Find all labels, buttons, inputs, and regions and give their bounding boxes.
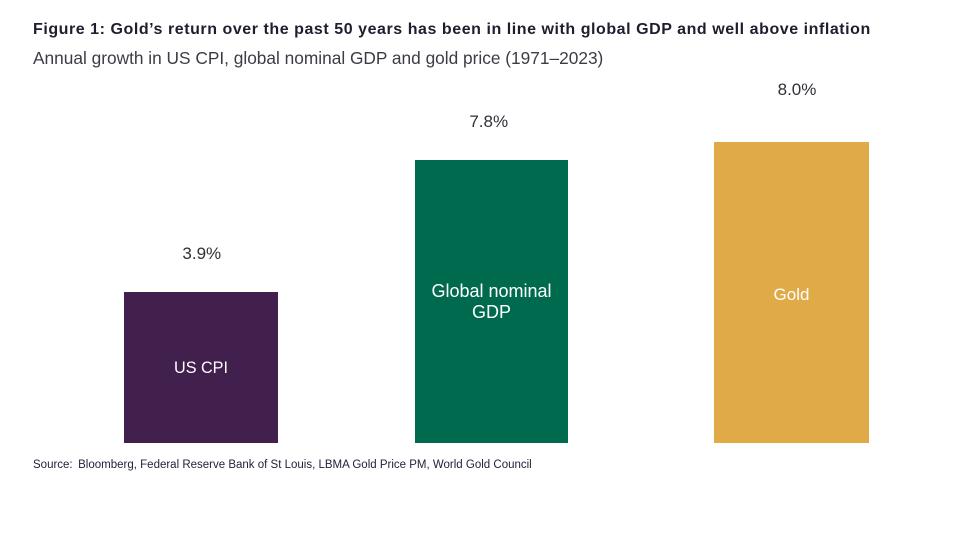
value-label-us-cpi: 3.9% xyxy=(182,244,222,263)
source-text: Bloomberg, Federal Reserve Bank of St Lo… xyxy=(78,459,532,471)
value-label-gold: 8.0% xyxy=(777,79,817,99)
source-note: Source: Bloomberg, Federal Reserve Bank o… xyxy=(33,459,532,472)
figure-subtitle: Annual growth in US CPI, global nominal … xyxy=(33,47,604,68)
source-label: Source: xyxy=(33,459,73,471)
bar-category-label-gold: Gold xyxy=(773,284,810,304)
value-label-global-nominal-gdp: 7.8% xyxy=(469,112,509,131)
bar-us-cpi: US CPI xyxy=(124,292,278,443)
bar-gold: Gold xyxy=(714,142,869,443)
bar-global-nominal-gdp: Global nominal GDP xyxy=(415,160,568,443)
bar-category-label-global-nominal-gdp: Global nominal GDP xyxy=(431,280,552,322)
figure-title: Figure 1: Gold’s return over the past 50… xyxy=(33,21,871,38)
bar-category-label-us-cpi: US CPI xyxy=(174,359,228,377)
